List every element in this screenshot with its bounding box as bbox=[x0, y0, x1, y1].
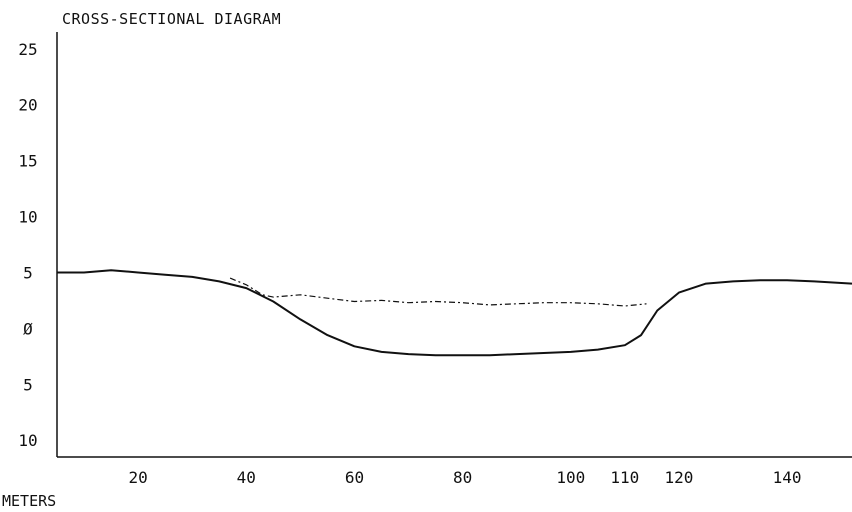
y-tick-label: 5 bbox=[23, 263, 33, 282]
y-tick-label: 10 bbox=[18, 208, 37, 227]
x-tick-label: 140 bbox=[773, 468, 802, 487]
x-tick-label: 110 bbox=[610, 468, 639, 487]
series-lines bbox=[57, 269, 852, 357]
x-tick-label: 60 bbox=[345, 468, 364, 487]
y-tick-label: 25 bbox=[18, 40, 37, 59]
x-tick-label: 100 bbox=[556, 468, 585, 487]
y-tick-label: 15 bbox=[18, 152, 37, 171]
chart-title: CROSS-SECTIONAL DIAGRAM bbox=[62, 10, 281, 28]
y-tick-labels: 25 20 15 10 5 Ø 5 10 bbox=[18, 40, 37, 450]
x-tick-label: 80 bbox=[453, 468, 472, 487]
bed-profile-line bbox=[57, 269, 852, 357]
y-tick-label: 5 bbox=[23, 375, 33, 394]
x-axis-label: METERS bbox=[2, 492, 56, 510]
x-tick-label: 120 bbox=[664, 468, 693, 487]
x-tick-label: 40 bbox=[237, 468, 256, 487]
y-tick-label: 20 bbox=[18, 96, 37, 115]
water-surface-line bbox=[229, 277, 647, 307]
x-tick-labels: 20 40 60 80 100 110 120 140 bbox=[128, 468, 801, 487]
y-tick-label: Ø bbox=[23, 319, 33, 338]
y-tick-label: 10 bbox=[18, 431, 37, 450]
x-tick-label: 20 bbox=[128, 468, 147, 487]
